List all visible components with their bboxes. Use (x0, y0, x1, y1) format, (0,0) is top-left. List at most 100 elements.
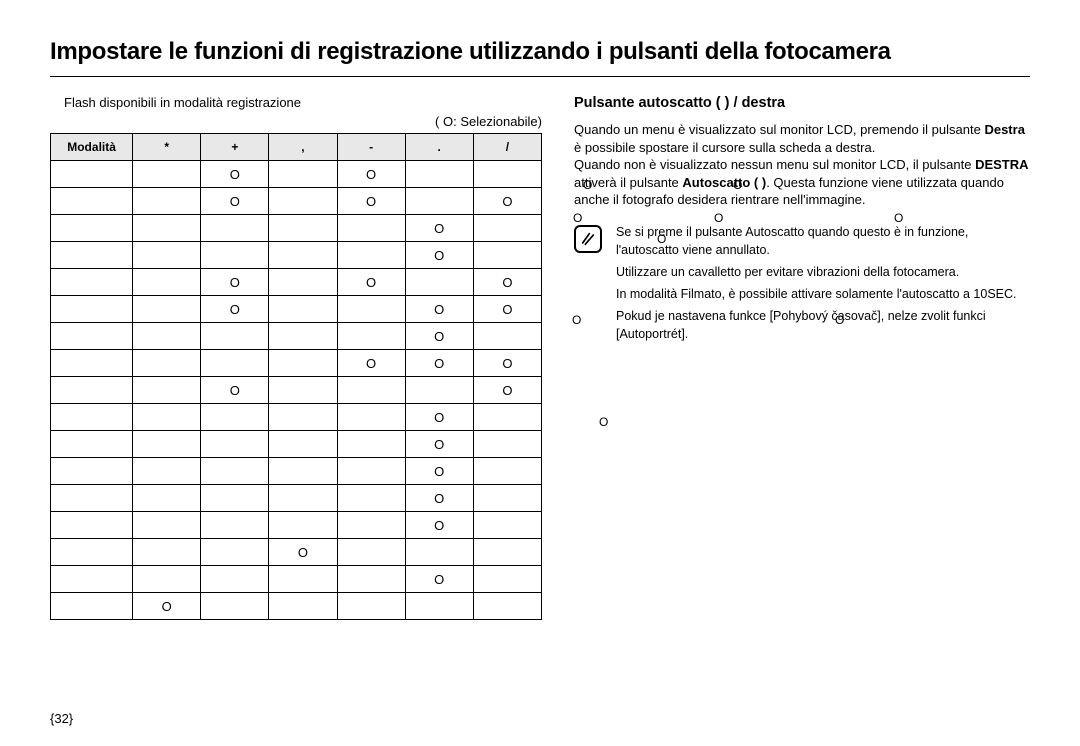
p1-b: è possibile spostare il cursore sulla sc… (574, 140, 875, 155)
table-cell: O (405, 323, 473, 350)
page-number: {32} (50, 711, 73, 726)
row-mode-cell (51, 161, 133, 188)
table-cell (473, 431, 541, 458)
table-cell: O (337, 188, 405, 215)
right-column: Pulsante autoscatto ( ) / destra Quando … (574, 95, 1030, 620)
table-cell: O (405, 485, 473, 512)
table-cell (337, 512, 405, 539)
table-cell (201, 431, 269, 458)
table-row: OO (51, 377, 542, 404)
table-cell: O (473, 377, 541, 404)
header-col-3: - (337, 134, 405, 161)
table-cell (201, 485, 269, 512)
table-cell (405, 377, 473, 404)
header-col-4: . (405, 134, 473, 161)
table-cell (201, 404, 269, 431)
autoscatto-heading: Pulsante autoscatto ( ) / destra (574, 95, 1030, 111)
row-mode-cell (51, 485, 133, 512)
table-cell (269, 215, 337, 242)
table-cell: O (405, 458, 473, 485)
table-cell: O (405, 566, 473, 593)
table-cell (269, 188, 337, 215)
row-mode-cell (51, 566, 133, 593)
table-cell (337, 323, 405, 350)
note-icon (574, 225, 602, 253)
table-cell: O (133, 593, 201, 620)
note-item-3: Pokud je nastavena funkce [Pohybový časo… (616, 307, 1030, 343)
table-cell (269, 377, 337, 404)
table-cell (405, 269, 473, 296)
content-columns: Flash disponibili in modalità registrazi… (50, 95, 1030, 620)
p2-bold2: Autoscatto ( ) (682, 175, 766, 190)
table-cell (405, 188, 473, 215)
table-cell (269, 512, 337, 539)
row-mode-cell (51, 593, 133, 620)
table-cell (269, 323, 337, 350)
table-cell: O (269, 539, 337, 566)
table-cell: O (405, 512, 473, 539)
table-cell: O (337, 350, 405, 377)
table-cell (337, 404, 405, 431)
header-col-0: * (133, 134, 201, 161)
table-row: O (51, 593, 542, 620)
table-cell (201, 458, 269, 485)
table-cell: O (201, 188, 269, 215)
table-row: OOO (51, 350, 542, 377)
table-cell (201, 242, 269, 269)
table-cell: O (201, 296, 269, 323)
table-cell (269, 350, 337, 377)
row-mode-cell (51, 458, 133, 485)
table-cell (337, 458, 405, 485)
p2-bold1: DESTRA (975, 157, 1028, 172)
table-row: OO (51, 161, 542, 188)
p1-bold: Destra (984, 122, 1024, 137)
table-cell (337, 539, 405, 566)
flash-table: Modalità * + , - . / OOOOOOOOOOOOOOOOOOO… (50, 133, 542, 620)
table-cell: O (405, 404, 473, 431)
table-cell (473, 458, 541, 485)
table-cell: O (201, 269, 269, 296)
paragraph-1: Quando un menu è visualizzato sul monito… (574, 121, 1030, 209)
table-cell (133, 566, 201, 593)
table-cell: O (473, 269, 541, 296)
table-cell (473, 323, 541, 350)
header-col-2: , (269, 134, 337, 161)
table-cell (269, 161, 337, 188)
table-cell (337, 431, 405, 458)
header-mode: Modalità (51, 134, 133, 161)
table-cell (269, 296, 337, 323)
p2-a: Quando non è visualizzato nessun menu su… (574, 157, 975, 172)
table-row: OOO (51, 188, 542, 215)
table-cell (473, 485, 541, 512)
table-cell (201, 215, 269, 242)
table-cell (133, 161, 201, 188)
row-mode-cell (51, 188, 133, 215)
table-cell (473, 161, 541, 188)
table-cell: O (405, 431, 473, 458)
table-cell (201, 512, 269, 539)
table-row: O (51, 512, 542, 539)
row-mode-cell (51, 296, 133, 323)
header-col-5: / (473, 134, 541, 161)
table-cell (133, 296, 201, 323)
table-row: O (51, 485, 542, 512)
table-cell: O (473, 188, 541, 215)
table-cell (133, 512, 201, 539)
table-row: O (51, 404, 542, 431)
table-cell (269, 431, 337, 458)
table-cell (133, 269, 201, 296)
table-cell (201, 593, 269, 620)
table-cell: O (405, 350, 473, 377)
table-cell: O (473, 350, 541, 377)
table-cell (337, 296, 405, 323)
table-cell (201, 350, 269, 377)
table-cell: O (337, 269, 405, 296)
table-cell (133, 350, 201, 377)
table-cell (269, 404, 337, 431)
table-cell: O (405, 215, 473, 242)
table-row: O (51, 539, 542, 566)
table-cell (133, 215, 201, 242)
note-box: Se si preme il pulsante Autoscatto quand… (574, 223, 1030, 348)
title-rule (50, 76, 1030, 77)
table-cell: O (473, 296, 541, 323)
